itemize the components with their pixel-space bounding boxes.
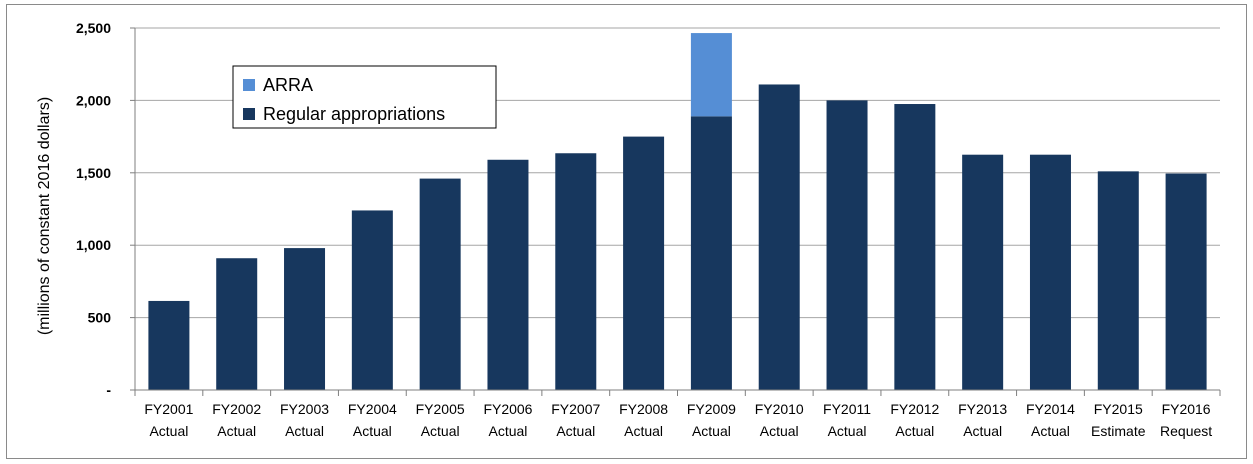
legend-label-arra: ARRA [263,75,313,95]
bar-arra-fy2009 [690,33,732,117]
y-tick-label: 1,500 [76,165,111,181]
bars [148,33,1207,391]
x-tick-label-status: Actual [353,423,392,439]
bar-regular-appropriations-fy2011 [826,100,868,391]
bar-regular-appropriations-fy2015 [1097,171,1139,390]
x-tick-labels: FY2001 Actual FY2002 Actual FY2003 Actual FY20… [144,401,1212,439]
y-tick-label: - [106,382,111,398]
x-tick-label-status: Actual [149,423,188,439]
x-tick-label-status: Actual [489,423,528,439]
x-tick-label-status: Actual [217,423,256,439]
x-tick-label-year: FY2004 [348,401,397,417]
x-tick-label-year: FY2007 [551,401,600,417]
x-tick-label-year: FY2006 [483,401,532,417]
x-tick-label-year: FY2002 [212,401,261,417]
y-axis-label: (millions of constant 2016 dollars) [36,97,53,335]
bar-regular-appropriations-fy2009 [690,116,732,390]
x-tick-label-status: Actual [285,423,324,439]
x-tick-label-status: Actual [624,423,663,439]
x-tick-label-year: FY2011 [823,401,871,417]
bar-regular-appropriations-fy2010 [758,84,800,391]
y-tick-label: 2,000 [76,92,111,108]
x-tick-label-status: Actual [895,423,934,439]
bar-regular-appropriations-fy2004 [351,210,393,390]
y-tick-label: 1,000 [76,237,111,253]
legend-box [232,65,497,129]
x-tick-label-year: FY2010 [755,401,804,417]
x-tick-label-status: Actual [828,423,867,439]
bar-regular-appropriations-fy2002 [216,258,258,390]
x-tick-label-year: FY2001 [144,401,193,417]
x-tick-label-status: Actual [760,423,799,439]
bar-regular-appropriations-fy2008 [623,136,665,390]
x-tick-label-status: Actual [692,423,731,439]
legend: ARRA Regular appropriations [232,65,497,129]
bar-regular-appropriations-fy2001 [148,300,190,390]
x-tick-label-status: Estimate [1091,423,1146,439]
x-tick-label-year: FY2012 [890,401,939,417]
x-tick-label-status: Actual [1031,423,1070,439]
x-tick-label-year: FY2009 [687,401,736,417]
bar-regular-appropriations-fy2007 [555,153,597,390]
x-tick-label-year: FY2013 [958,401,1007,417]
bar-regular-appropriations-fy2005 [419,178,461,390]
y-tick-label: 2,500 [76,20,111,36]
bar-regular-appropriations-fy2003 [284,248,326,390]
x-tick-label-year: FY2016 [1162,401,1211,417]
y-tick-labels: - 500 1,000 1,500 2,000 2,500 [76,20,111,398]
legend-swatch-arra [243,79,255,91]
x-tick-label-year: FY2015 [1094,401,1143,417]
x-tick-label-status: Request [1160,423,1212,439]
legend-label-regular: Regular appropriations [263,104,445,124]
bar-regular-appropriations-fy2006 [487,159,529,390]
bar-regular-appropriations-fy2014 [1029,154,1071,390]
bar-regular-appropriations-fy2012 [894,104,936,391]
x-tick-label-year: FY2003 [280,401,329,417]
x-tick-label-year: FY2008 [619,401,668,417]
x-tick-label-status: Actual [421,423,460,439]
x-tick-label-status: Actual [556,423,595,439]
axes [130,27,1221,396]
x-tick-label-status: Actual [963,423,1002,439]
bar-regular-appropriations-fy2013 [962,154,1004,390]
y-tick-label: 500 [88,310,112,326]
x-tick-label-year: FY2005 [416,401,465,417]
legend-swatch-regular [243,108,255,120]
x-tick-label-year: FY2014 [1026,401,1075,417]
bar-regular-appropriations-fy2016 [1165,173,1207,390]
